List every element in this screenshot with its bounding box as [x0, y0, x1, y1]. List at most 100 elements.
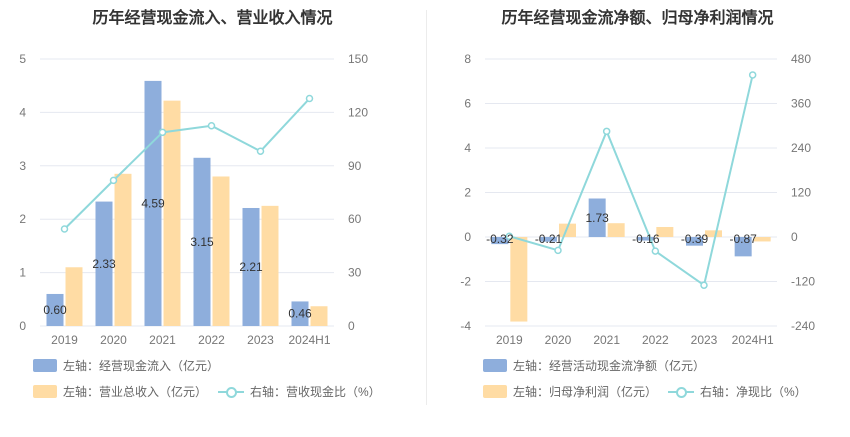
right-bar-series1: [540, 237, 557, 242]
left-chart-title: 历年经营现金流入、营业收入情况: [92, 10, 333, 27]
left-bar-series1: [46, 293, 64, 326]
right-category-label: 2022: [642, 333, 669, 347]
right-left-tick: -2: [460, 275, 471, 289]
right-right-tick: 0: [791, 230, 798, 244]
left-bar-series2: [114, 173, 132, 326]
left-legend-line[interactable]: 右轴：营收现金比（%）: [218, 383, 381, 400]
left-category-label: 2020: [100, 333, 127, 347]
left-data-label: 0.46: [288, 307, 312, 321]
right-chart-panel: 历年经营现金流净额、归母净利润情况 -4 -240 -2 -120 0 0 2 120 4 240…: [425, 0, 850, 437]
right-line-point: [505, 232, 514, 241]
left-bar-series1: [193, 157, 211, 326]
left-bar-series1: [144, 80, 162, 326]
legend-swatch-blue: [33, 359, 57, 372]
left-legend-line-label: 右轴：营收现金比（%）: [250, 385, 381, 399]
left-category-label: 2021: [149, 333, 176, 347]
left-line-point: [60, 225, 69, 233]
legend-line-icon: [218, 385, 244, 398]
right-data-label: -0.32: [486, 232, 514, 246]
right-data-label: -0.87: [729, 232, 757, 246]
left-data-label: 3.15: [190, 235, 214, 249]
right-legend-line-label: 右轴：净现比（%）: [700, 385, 807, 399]
left-line-point: [109, 176, 118, 185]
left-left-tick: 2: [19, 212, 26, 226]
right-bar-series1: [637, 237, 655, 241]
right-data-label: -0.16: [632, 232, 660, 246]
left-left-tick: 3: [19, 159, 26, 173]
left-chart-panel: 历年经营现金流入、营业收入情况 0 0 1 30 2 60 3 90 4 120 5 150 2019 2…: [19, 10, 381, 400]
left-line-point: [256, 147, 265, 155]
right-category-label: 2023: [691, 333, 718, 347]
right-left-tick: 4: [464, 141, 471, 155]
right-bar-series2: [753, 237, 771, 242]
left-line-point: [305, 94, 314, 103]
right-data-label: 1.73: [585, 211, 609, 225]
left-category-label: 2022: [198, 333, 225, 347]
right-bar-series1: [491, 237, 509, 245]
right-left-tick: 0: [464, 230, 471, 244]
right-line-point: [651, 247, 660, 255]
left-data-label: 0.60: [43, 303, 67, 317]
right-category-label: 2020: [545, 333, 572, 347]
left-right-tick: 150: [348, 52, 368, 66]
left-line-series: [63, 97, 311, 230]
left-right-tick: 60: [348, 212, 362, 226]
right-legend-bar1[interactable]: 左轴：经营活动现金流净额（亿元）: [483, 357, 705, 374]
right-line-point: [748, 71, 757, 79]
right-chart-svg: -4 -240 -2 -120 0 0 2 120 4 240 6 360 8 480 2019 2020 20…: [460, 52, 815, 347]
left-legend-bar1-label: 左轴：经营现金流入（亿元）: [63, 359, 220, 373]
left-line-point: [158, 128, 167, 137]
right-data-label: -0.39: [681, 232, 709, 246]
right-legend-bar1-label: 左轴：经营活动现金流净额（亿元）: [513, 359, 706, 373]
legend-swatch-yellow: [33, 385, 57, 398]
right-bar-series2: [656, 226, 674, 237]
left-data-label: 4.59: [141, 196, 165, 210]
right-category-label: 2024H1: [732, 333, 774, 347]
right-legend-bar2-label: 左轴：归母净利润（亿元）: [513, 385, 658, 399]
right-right-tick: -240: [791, 319, 815, 333]
right-left-tick: 8: [464, 52, 471, 66]
right-data-label: -0.21: [535, 232, 563, 246]
left-left-tick: 4: [19, 105, 26, 119]
right-category-label: 2021: [593, 333, 620, 347]
legend-line-icon: [668, 385, 694, 398]
right-line-point: [700, 281, 708, 289]
right-bar-series2: [705, 230, 722, 237]
right-line-point: [554, 246, 562, 255]
right-chart-title: 历年经营现金流净额、归母净利润情况: [501, 10, 774, 27]
right-line-point: [602, 127, 611, 136]
legend-swatch-yellow: [483, 385, 507, 398]
left-line-point: [207, 122, 216, 130]
right-bar-series2: [510, 237, 528, 322]
left-left-tick: 1: [19, 266, 26, 280]
left-data-label: 2.33: [92, 257, 116, 271]
left-right-tick: 120: [348, 105, 368, 119]
left-bar-series2: [65, 267, 83, 326]
right-right-tick: 240: [791, 141, 811, 155]
right-right-tick: 480: [791, 52, 811, 66]
right-bar-series1: [734, 237, 752, 257]
left-bar-series2: [163, 100, 181, 326]
left-category-label: 2024H1: [288, 333, 330, 347]
right-bar-series1: [686, 237, 703, 246]
right-left-tick: 6: [464, 97, 471, 111]
right-category-label: 2019: [496, 333, 523, 347]
left-bar-series2: [310, 306, 328, 326]
panel-divider: [426, 10, 427, 405]
right-right-tick: 120: [791, 186, 811, 200]
right-line-series: [509, 74, 754, 287]
left-legend-bar2[interactable]: 左轴：营业总收入（亿元）: [33, 383, 207, 400]
right-right-tick: 360: [791, 97, 811, 111]
right-left-tick: 2: [464, 186, 471, 200]
left-bar-series2: [212, 176, 230, 326]
left-chart-svg: 0 0 1 30 2 60 3 90 4 120 5 150 2019 2020 2021 2022 2023 2…: [19, 52, 368, 347]
left-legend-bar1[interactable]: 左轴：经营现金流入（亿元）: [33, 357, 219, 374]
right-legend-bar2[interactable]: 左轴：归母净利润（亿元）: [483, 383, 657, 400]
legend-swatch-blue: [483, 359, 507, 372]
left-category-label: 2023: [247, 333, 274, 347]
right-legend-line[interactable]: 右轴：净现比（%）: [668, 383, 807, 400]
left-category-label: 2019: [51, 333, 78, 347]
left-left-tick: 5: [19, 52, 26, 66]
left-left-tick: 0: [19, 319, 26, 333]
left-bar-series2: [261, 205, 279, 326]
